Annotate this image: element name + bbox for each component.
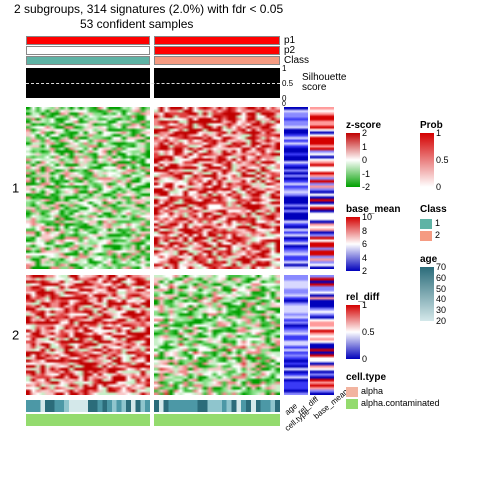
heatmap-block — [26, 275, 150, 395]
silhouette-label: Silhouette score — [302, 73, 346, 93]
legend: rel_diff10.50 — [346, 292, 379, 359]
legend: Class12 — [420, 204, 447, 241]
title-line2: 53 confident samples — [80, 17, 193, 31]
legend: z-score210-1-2 — [346, 120, 381, 187]
track-rect — [154, 56, 280, 65]
track-rect — [154, 36, 280, 45]
track-rect — [26, 36, 150, 45]
legend: cell.typealphaalpha.contaminated — [346, 372, 440, 409]
track-label: Class — [284, 55, 309, 66]
title-line1: 2 subgroups, 314 signatures (2.0%) with … — [14, 2, 283, 16]
track-rect — [154, 46, 280, 55]
legend: age706050403020 — [420, 254, 437, 321]
legend: base_mean108642 — [346, 204, 400, 271]
row-group-label-2: 2 — [12, 328, 19, 343]
track-rect — [26, 56, 150, 65]
row-group-label-1: 1 — [12, 181, 19, 196]
legend: Prob10.50 — [420, 120, 443, 187]
heatmap-block — [26, 107, 150, 269]
track-rect — [26, 46, 150, 55]
heatmap-block — [154, 275, 280, 395]
heatmap-block — [154, 107, 280, 269]
